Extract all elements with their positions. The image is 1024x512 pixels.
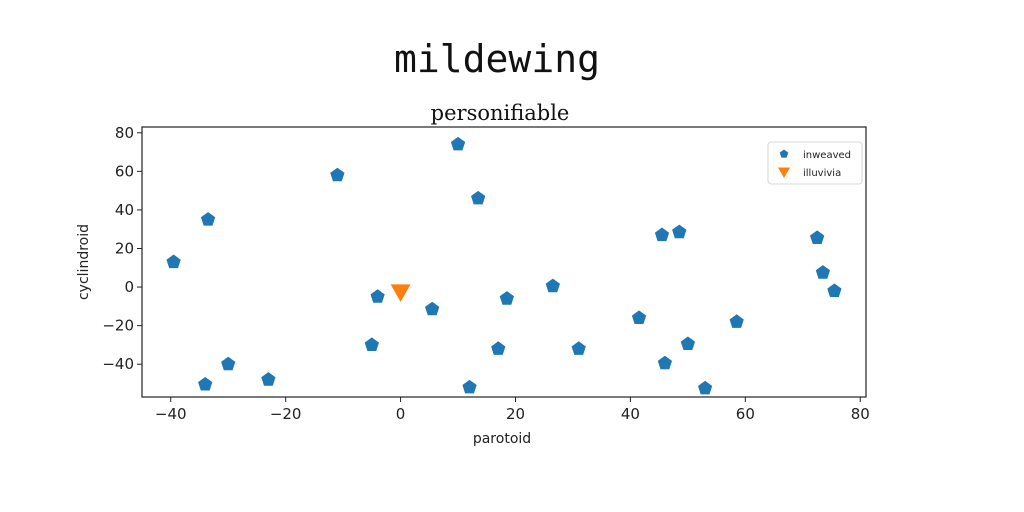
point-inweaved-3 [221,356,236,371]
point-inweaved-20 [680,336,695,350]
point-inweaved-6 [364,337,379,351]
x-tick-label: 20 [506,405,525,423]
legend-label-inweaved: inweaved [803,150,851,161]
point-inweaved-12 [491,341,506,355]
legend-marker-illuvivia [778,167,790,178]
legend-box [767,141,863,185]
point-inweaved-15 [571,341,586,355]
x-axis-label: parotoid [473,431,531,447]
data-points [166,136,842,395]
y-tick-label: −20 [102,317,134,335]
point-inweaved-2 [198,377,213,391]
y-tick-label: 80 [115,124,134,142]
point-inweaved-21 [698,380,713,395]
legend-marker-inweaved [779,149,789,158]
y-tick-label: 0 [124,278,134,296]
point-inweaved-17 [654,227,670,242]
x-tick-label: 0 [396,405,406,423]
point-inweaved-22 [729,314,744,328]
point-inweaved-24 [815,265,830,279]
x-tick-label: 40 [621,405,640,423]
y-tick-label: 40 [115,201,134,219]
point-inweaved-25 [827,283,842,297]
point-inweaved-13 [499,291,514,305]
point-inweaved-11 [462,379,477,394]
point-inweaved-0 [166,254,181,269]
point-inweaved-7 [370,289,385,303]
legend-label-illuvivia: illuvivia [803,168,841,179]
point-inweaved-14 [545,278,560,293]
chart-title: personifiable [431,101,570,125]
point-inweaved-23 [810,230,825,244]
plot-frame [141,126,867,398]
point-inweaved-9 [450,136,466,151]
x-tick-label: 60 [736,405,755,423]
x-tick-label: 80 [851,405,870,423]
point-inweaved-10 [471,190,486,205]
point-inweaved-19 [657,355,672,370]
y-tick-label: −40 [102,355,134,373]
chart-legend: inweaved illuvivia [767,141,863,185]
point-inweaved-8 [425,301,440,316]
point-inweaved-18 [672,224,687,239]
y-tick-label: 20 [115,240,134,258]
y-tick-label: 60 [115,162,134,180]
y-axis-label: cyclindroid [76,224,92,300]
axis-ticks: −40 −20 0 20 40 60 80 −40 −20 0 20 40 60 80 [102,124,869,423]
point-inweaved-4 [261,372,276,386]
point-inweaved-1 [200,212,216,226]
point-inweaved-16 [631,310,647,324]
chart-suptitle: mildewing [394,37,600,81]
point-inweaved-5 [330,167,345,182]
point-illuvivia-0 [390,284,411,302]
x-tick-label: −20 [270,405,302,423]
x-tick-label: −40 [155,405,187,423]
